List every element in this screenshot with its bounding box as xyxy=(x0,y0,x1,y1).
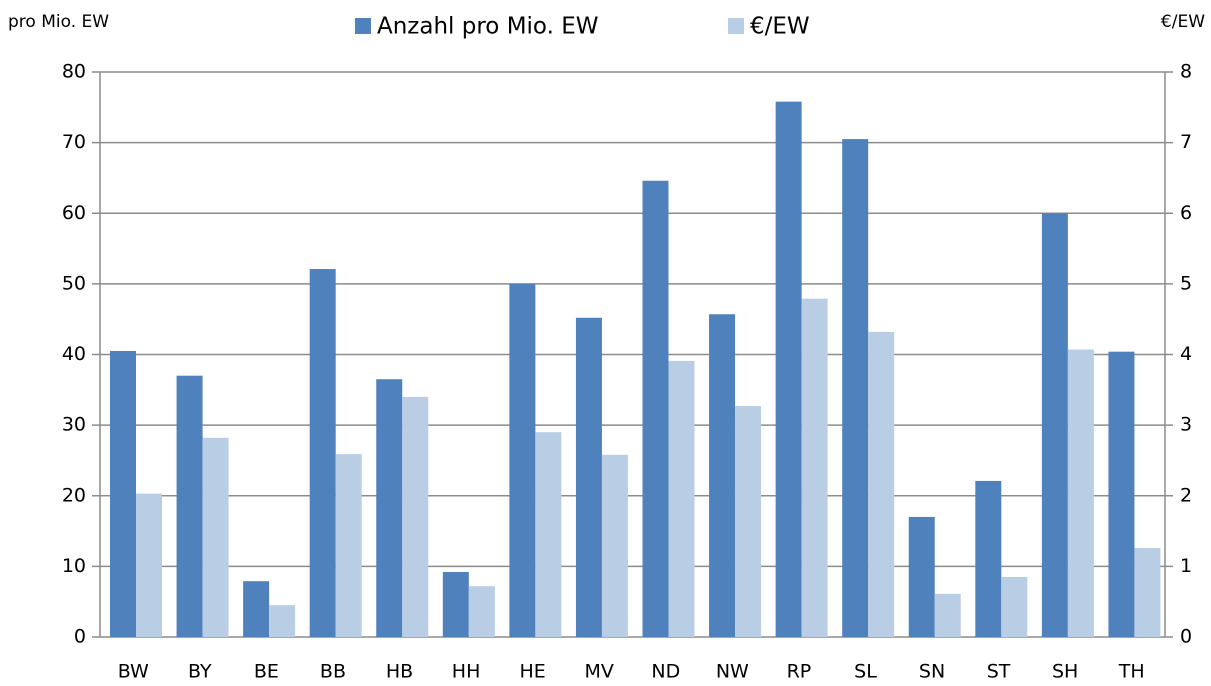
y2-tick-label: 0 xyxy=(1180,626,1192,648)
y-tick-label: 20 xyxy=(62,484,86,506)
y-tick-label: 50 xyxy=(62,272,86,294)
y2-tick-label: 8 xyxy=(1180,61,1192,83)
x-tick-label: BY xyxy=(188,661,212,683)
bar xyxy=(842,139,869,637)
x-tick-label: BW xyxy=(118,661,149,683)
y2-axis-title: €/EW xyxy=(1161,12,1205,32)
bar xyxy=(243,581,270,637)
x-tick-label: HE xyxy=(520,661,546,683)
legend-label: Anzahl pro Mio. EW xyxy=(377,14,599,40)
x-tick-label: RP xyxy=(787,661,812,683)
bar xyxy=(775,101,802,638)
y2-tick-label: 3 xyxy=(1180,414,1192,436)
bar xyxy=(402,396,429,637)
bar xyxy=(868,331,895,637)
legend-swatch xyxy=(355,18,371,34)
bar xyxy=(601,454,628,637)
y-tick-label: 10 xyxy=(62,555,86,577)
bar xyxy=(202,437,229,637)
legend-swatch xyxy=(728,18,744,34)
x-tick-label: TH xyxy=(1118,661,1145,683)
bar xyxy=(509,283,536,637)
bar xyxy=(176,375,203,637)
y-tick-label: 60 xyxy=(62,202,86,224)
y2-tick-label: 1 xyxy=(1180,555,1192,577)
x-tick-label: SL xyxy=(854,661,877,683)
x-tick-label: BE xyxy=(254,661,279,683)
y-tick-label: 0 xyxy=(74,626,86,648)
bar xyxy=(1134,548,1161,637)
bar xyxy=(801,298,828,637)
bar xyxy=(1108,351,1135,637)
x-tick-label: SN xyxy=(919,661,945,683)
bar xyxy=(735,406,762,637)
bar xyxy=(975,480,1002,637)
y2-tick-label: 2 xyxy=(1180,484,1192,506)
bar xyxy=(934,593,961,637)
bar xyxy=(1001,576,1028,637)
bar xyxy=(709,314,736,637)
bar xyxy=(668,360,695,637)
y-tick-label: 40 xyxy=(62,343,86,365)
x-tick-label: ST xyxy=(987,661,1011,683)
y2-tick-label: 6 xyxy=(1180,202,1192,224)
y2-tick-label: 5 xyxy=(1180,272,1192,294)
x-tick-label: HH xyxy=(452,661,481,683)
bar xyxy=(642,180,669,637)
bar xyxy=(535,432,562,637)
bar xyxy=(575,317,602,637)
x-tick-label: ND xyxy=(651,661,680,683)
bar xyxy=(335,454,362,637)
bar xyxy=(1067,349,1094,637)
bar xyxy=(110,350,136,637)
bar xyxy=(269,605,296,637)
bar xyxy=(309,269,336,637)
x-tick-label: BB xyxy=(320,661,346,683)
x-tick-label: SH xyxy=(1052,661,1078,683)
bar xyxy=(1041,213,1068,637)
y2-tick-label: 4 xyxy=(1180,343,1192,365)
bar xyxy=(136,493,162,637)
y-axis-title: pro Mio. EW xyxy=(8,12,109,32)
y-tick-label: 70 xyxy=(62,131,86,153)
x-tick-label: NW xyxy=(716,661,749,683)
legend-label: €/EW xyxy=(750,14,810,40)
y-tick-label: 30 xyxy=(62,414,86,436)
y-tick-label: 80 xyxy=(62,61,86,83)
bar xyxy=(908,516,935,637)
bar xyxy=(376,379,403,637)
bar xyxy=(468,586,495,637)
bar xyxy=(442,572,469,637)
y2-tick-label: 7 xyxy=(1180,131,1192,153)
x-tick-label: MV xyxy=(585,661,614,683)
x-tick-label: HB xyxy=(386,661,413,683)
